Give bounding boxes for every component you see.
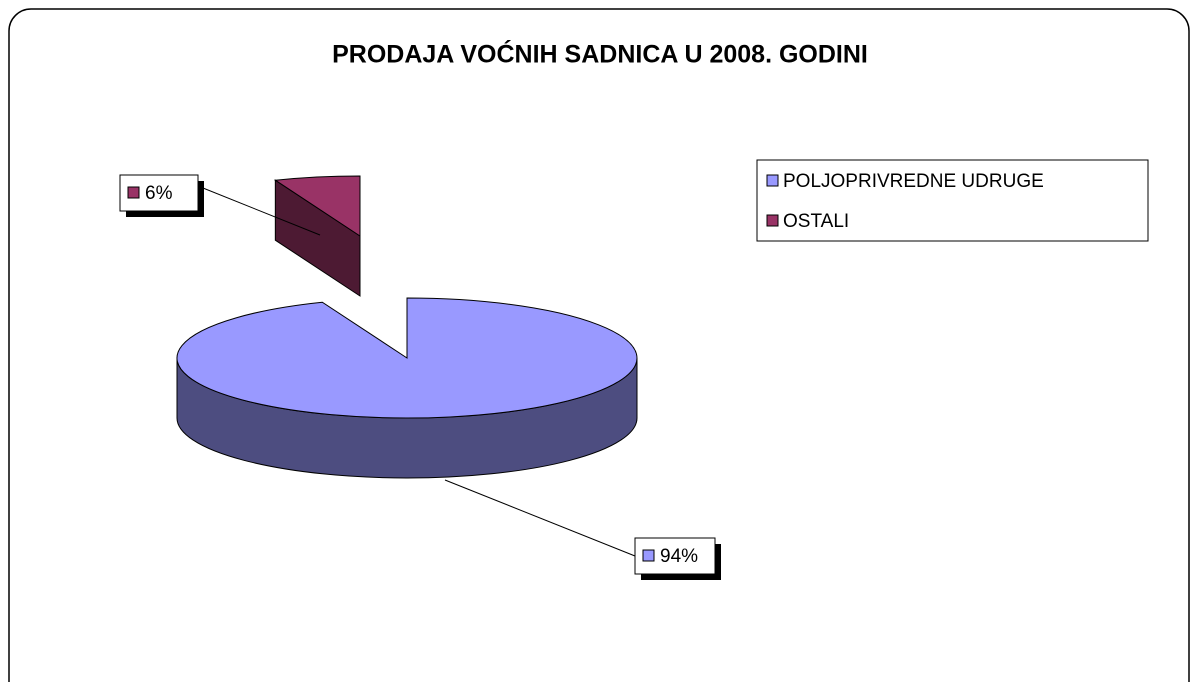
legend: POLJOPRIVREDNE UDRUGE OSTALI (756, 159, 1149, 242)
legend-key (766, 174, 779, 187)
leader-line (197, 185, 321, 236)
label-key (127, 186, 140, 199)
pie (176, 175, 638, 479)
legend-box (756, 159, 1149, 242)
chart-title: PRODAJA VOĆNIH SADNICA U 2008. GODINI (332, 39, 868, 69)
legend-label: POLJOPRIVREDNE UDRUGE (783, 171, 1044, 192)
leader-line (444, 479, 636, 557)
data-label: 6% (145, 183, 173, 204)
legend-key (766, 214, 779, 227)
data-labels: 94% 6% (119, 174, 721, 580)
legend-label: OSTALI (783, 211, 849, 232)
slice (176, 297, 638, 419)
label-box (634, 537, 716, 575)
data-label: 94% (660, 546, 698, 567)
slice (273, 175, 361, 237)
label-key (642, 549, 655, 562)
